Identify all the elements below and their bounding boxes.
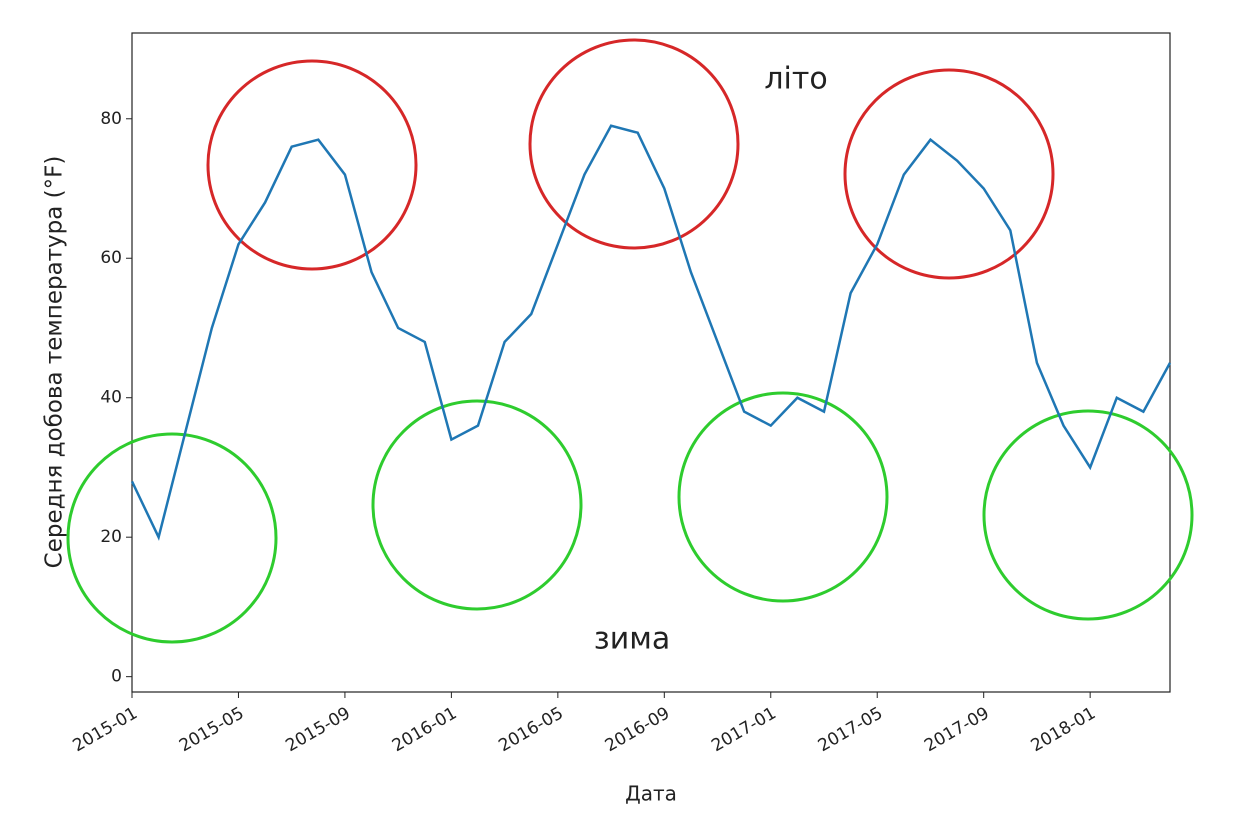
data-line: [130, 124, 1172, 541]
y-tick-label: 0: [111, 667, 122, 687]
x-tick-label: 2015-01: [69, 703, 141, 756]
x-tick-label: 2016-09: [602, 703, 674, 756]
winter-circle: [677, 391, 889, 603]
annotation: зима: [594, 622, 670, 657]
annotation-circles: [66, 38, 1194, 644]
winter-circle: [982, 409, 1194, 621]
x-tick-label: 2015-09: [282, 703, 354, 756]
y-axis-label: Середня добова температура (°F): [42, 156, 68, 569]
summer-circle: [206, 59, 418, 271]
x-tick-label: 2017-09: [921, 703, 993, 756]
x-tick-label: 2018-01: [1028, 703, 1100, 756]
y-tick-label: 40: [100, 388, 122, 408]
y-tick-label: 20: [100, 527, 122, 547]
x-tick-label: 2017-05: [815, 703, 887, 756]
summer-circle: [843, 68, 1055, 280]
y-tick-label: 60: [100, 248, 122, 268]
winter-circle: [66, 432, 278, 644]
summer-circle: [528, 38, 740, 250]
x-tick-label: 2017-01: [708, 703, 780, 756]
y-tick-label: 80: [100, 109, 122, 129]
annotation: літо: [764, 62, 827, 97]
x-tick-label: 2015-05: [176, 703, 248, 756]
x-axis-label: Дата: [625, 782, 677, 806]
winter-circle: [371, 399, 583, 611]
x-tick-label: 2016-01: [389, 703, 461, 756]
x-tick-label: 2016-05: [495, 703, 567, 756]
plot-frame: [131, 32, 1171, 693]
